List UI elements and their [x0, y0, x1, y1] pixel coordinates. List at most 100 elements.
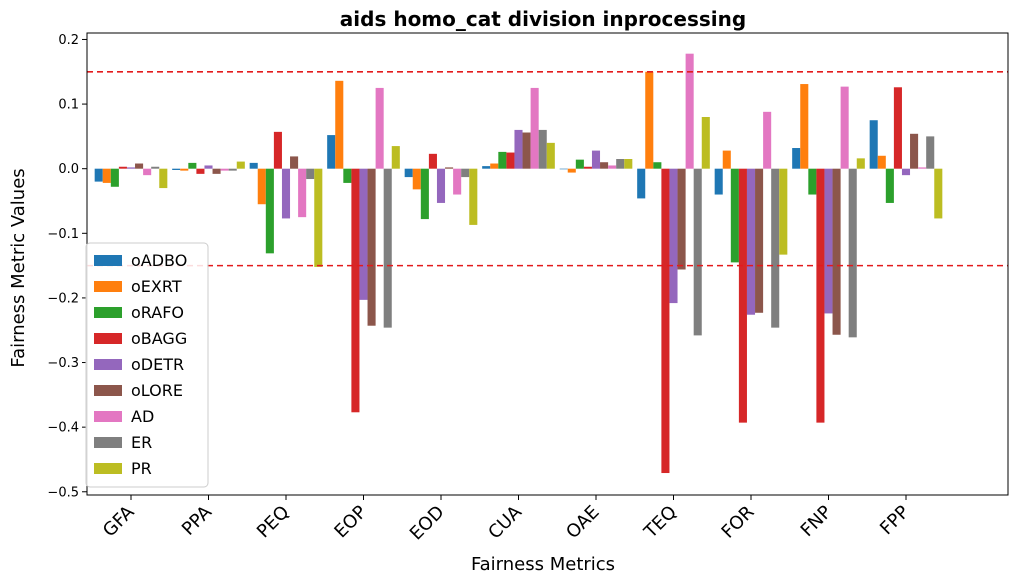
x-tick-label: GFA [99, 501, 139, 541]
bar-oRAFO-OAE [575, 159, 584, 169]
bar-oADBO-TEQ [637, 168, 646, 199]
legend-label-AD: AD [131, 407, 154, 426]
bar-oDETR-EOD [436, 168, 446, 203]
bar-oRAFO-PPA [188, 162, 197, 169]
bar-oRAFO-PEQ [265, 168, 274, 254]
bar-oLORE-EOP [367, 168, 376, 326]
bar-oLORE-PPA [212, 168, 221, 174]
legend-label-PR: PR [131, 459, 152, 478]
bar-oBAGG-PPA [196, 168, 205, 174]
y-tick-label: 0.0 [58, 162, 79, 177]
bar-ER-OAE [616, 159, 625, 169]
bar-oLORE-EOD [445, 167, 454, 169]
y-axis-label: Fairness Metric Values [8, 168, 29, 367]
bar-PR-FNP [856, 158, 865, 169]
y-axis: 0.2 0.1 0.0 −0.1 −0.2 −0.3 −0.4 −0.5 [47, 33, 87, 500]
bar-oADBO-CUA [482, 166, 491, 169]
bar-oADBO-FOR [714, 168, 723, 195]
bar-oEXRT-EOD [412, 168, 421, 190]
reference-lines [87, 70, 1008, 267]
legend-label-oDETR: oDETR [131, 355, 184, 374]
bar-ER-GFA [151, 166, 160, 169]
legend-swatch-PR [94, 463, 122, 474]
legend-label-oADBO: oADBO [131, 251, 187, 270]
legend-label-oRAFO: oRAFO [131, 303, 184, 322]
bar-oLORE-FOR [755, 168, 764, 313]
bar-oBAGG-FPP [893, 87, 902, 169]
bar-PR-OAE [624, 159, 633, 169]
bar-PR-GFA [159, 168, 168, 189]
legend-swatch-AD [94, 411, 122, 422]
bar-oEXRT-PEQ [257, 168, 266, 205]
bar-oDETR-OAE [591, 150, 601, 169]
bar-PR-PPA [236, 161, 245, 169]
bar-AD-PEQ [298, 168, 307, 218]
bar-oDETR-TEQ [669, 168, 678, 304]
bar-oADBO-EOP [327, 135, 336, 169]
bar-AD-FPP [918, 167, 927, 169]
legend-label-oLORE: oLORE [131, 381, 183, 400]
bar-oDETR-FOR [746, 168, 756, 315]
x-tick-label: OAE [562, 502, 603, 543]
x-tick-label: TEQ [640, 502, 681, 543]
bar-oEXRT-GFA [102, 168, 111, 183]
bar-oBAGG-FOR [738, 168, 747, 423]
bars-group [94, 53, 943, 474]
bar-ER-EOD [461, 168, 470, 178]
plot-background [87, 33, 1008, 495]
legend-swatch-oBAGG [94, 333, 122, 344]
bar-oBAGG-FNP [816, 168, 825, 423]
x-tick-label: CUA [484, 501, 526, 543]
bar-oADBO-PPA [172, 168, 181, 170]
bar-AD-CUA [530, 87, 539, 169]
bar-ER-FOR [771, 168, 780, 328]
bar-oADBO-PEQ [249, 162, 258, 169]
bar-oADBO-OAE [559, 168, 568, 170]
bar-oEXRT-EOP [335, 80, 344, 169]
bar-oDETR-CUA [514, 129, 523, 169]
bar-oLORE-FPP [910, 133, 919, 169]
bar-oDETR-PPA [204, 165, 213, 169]
y-tick-label: −0.1 [47, 227, 79, 242]
bar-AD-GFA [143, 168, 152, 176]
bar-oADBO-GFA [94, 168, 103, 182]
bar-oRAFO-FOR [730, 168, 739, 263]
bar-oEXRT-OAE [567, 168, 576, 173]
chart-title: aids homo_cat division inprocessing [340, 7, 746, 31]
bar-oRAFO-EOD [420, 168, 429, 220]
bar-ER-FNP [848, 168, 857, 338]
bar-AD-FNP [840, 86, 849, 169]
bar-PR-FOR [779, 168, 788, 255]
bar-PR-PEQ [314, 168, 323, 267]
bar-oLORE-FNP [832, 168, 841, 335]
bar-ER-FPP [926, 136, 935, 169]
bar-oLORE-TEQ [677, 168, 686, 270]
legend-swatch-oDETR [94, 359, 122, 370]
bar-oDETR-EOP [359, 168, 368, 300]
x-tick-label: PPA [178, 501, 217, 540]
bar-AD-PPA [220, 168, 229, 171]
bar-oEXRT-FNP [800, 84, 809, 169]
x-axis: GFA PPA PEQ EOP EOD CUA OAE TEQ FOR FNP FPP [99, 495, 914, 544]
bar-oBAGG-OAE [583, 166, 592, 169]
bar-ER-CUA [538, 129, 547, 169]
bar-oEXRT-FOR [722, 150, 731, 169]
legend-label-ER: ER [131, 433, 152, 452]
bar-oRAFO-EOP [343, 168, 352, 183]
y-tick-label: 0.1 [58, 98, 79, 113]
bar-oRAFO-CUA [498, 151, 507, 169]
x-tick-label: PEQ [253, 502, 294, 543]
bar-AD-FOR [763, 111, 772, 169]
bar-oADBO-EOD [404, 168, 413, 178]
legend-swatch-oRAFO [94, 307, 122, 318]
bar-AD-TEQ [685, 53, 694, 169]
legend: oADBO oEXRT oRAFO oBAGG oDETR oLORE AD ER PR [85, 242, 209, 488]
bar-oLORE-GFA [135, 163, 144, 169]
bar-oADBO-FPP [869, 120, 878, 169]
bar-oLORE-CUA [522, 132, 531, 169]
x-tick-label: EOP [330, 502, 371, 543]
bar-oBAGG-CUA [506, 152, 515, 169]
bar-oRAFO-FPP [885, 168, 894, 203]
bar-oLORE-PEQ [290, 156, 299, 169]
